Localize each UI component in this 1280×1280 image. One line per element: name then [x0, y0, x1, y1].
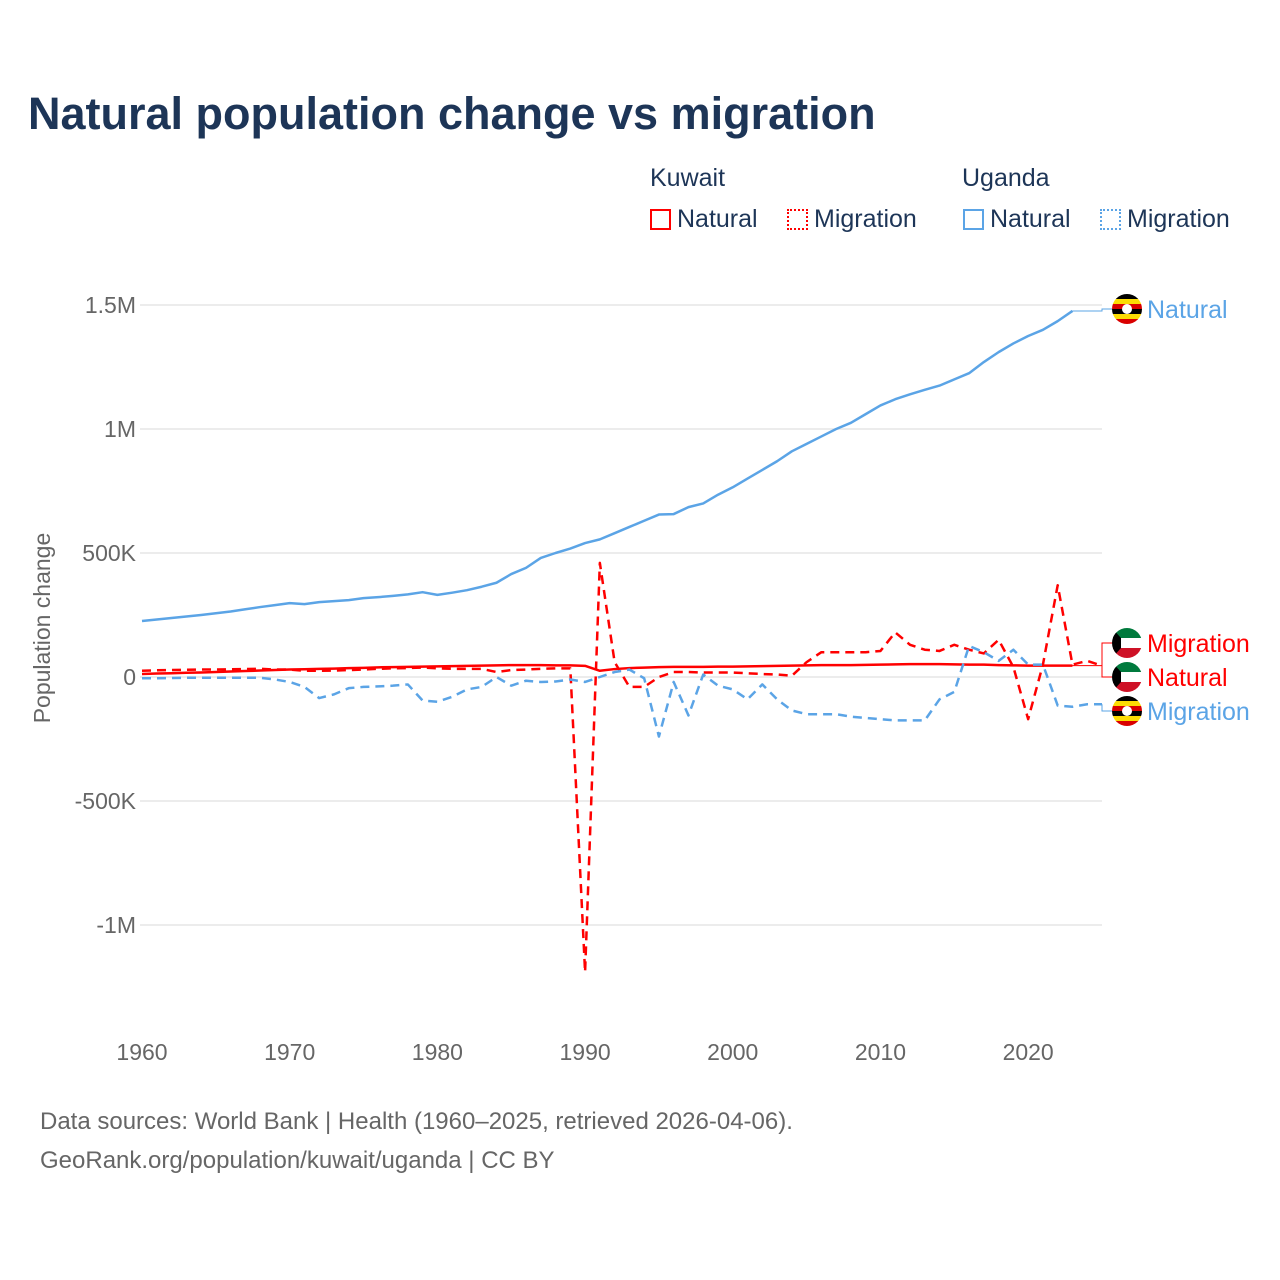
x-tick-label: 1990	[559, 1039, 610, 1065]
legend-group-kuwait: Kuwait	[650, 164, 726, 192]
y-tick-label: 1M	[104, 416, 136, 442]
footer-sources: Data sources: World Bank | Health (1960–…	[40, 1108, 793, 1135]
label-connector	[1101, 704, 1112, 712]
legend-label: Natural	[677, 205, 758, 233]
y-tick-label: -1M	[96, 912, 136, 938]
x-tick-label: 2010	[855, 1039, 906, 1065]
y-tick-label: 500K	[82, 540, 136, 566]
y-tick-label: 0	[123, 664, 136, 690]
legend-kuwait-migration[interactable]: Migration	[787, 205, 917, 234]
chart-title: Natural population change vs migration	[28, 88, 876, 139]
legend-label: Migration	[1127, 205, 1230, 233]
legend-uganda-migration[interactable]: Migration	[1100, 205, 1230, 234]
x-tick-label: 1970	[264, 1039, 315, 1065]
label-connector	[1072, 665, 1112, 678]
legend-label: Natural	[990, 205, 1071, 233]
end-label-kuwait-natural: Natural	[1147, 664, 1228, 692]
y-tick-label: -500K	[75, 788, 137, 814]
series-line-kuwait-migration	[141, 561, 1103, 974]
legend-kuwait-natural[interactable]: Natural	[650, 205, 758, 234]
legend-swatch	[787, 209, 808, 230]
y-axis-label: Population change	[29, 533, 55, 724]
kuwait-flag-icon	[1112, 628, 1142, 658]
series-line-uganda-migration	[142, 644, 1102, 738]
x-tick-label: 2000	[707, 1039, 758, 1065]
series-line-uganda-natural	[141, 309, 1074, 623]
uganda-flag-icon	[1112, 696, 1142, 726]
legend-swatch	[1100, 209, 1121, 230]
legend-uganda-natural[interactable]: Natural	[963, 205, 1071, 234]
x-tick-label: 2020	[1003, 1039, 1054, 1065]
uganda-flag-icon	[1112, 294, 1142, 324]
end-label-kuwait-migration: Migration	[1147, 630, 1250, 658]
footer-credit[interactable]: GeoRank.org/population/kuwait/uganda | C…	[40, 1147, 555, 1174]
end-label-uganda-migration: Migration	[1147, 698, 1250, 726]
x-tick-label: 1980	[412, 1039, 463, 1065]
kuwait-flag-icon	[1112, 662, 1142, 692]
end-label-uganda-natural: Natural	[1147, 296, 1228, 324]
legend-swatch	[650, 209, 671, 230]
legend-swatch	[963, 209, 984, 230]
x-tick-label: 1960	[116, 1039, 167, 1065]
legend-label: Migration	[814, 205, 917, 233]
label-connector	[1072, 308, 1112, 312]
y-tick-label: 1.5M	[85, 292, 136, 318]
legend-group-uganda: Uganda	[962, 164, 1050, 192]
series-line-kuwait-natural	[141, 662, 1073, 676]
label-connector	[1101, 642, 1112, 666]
